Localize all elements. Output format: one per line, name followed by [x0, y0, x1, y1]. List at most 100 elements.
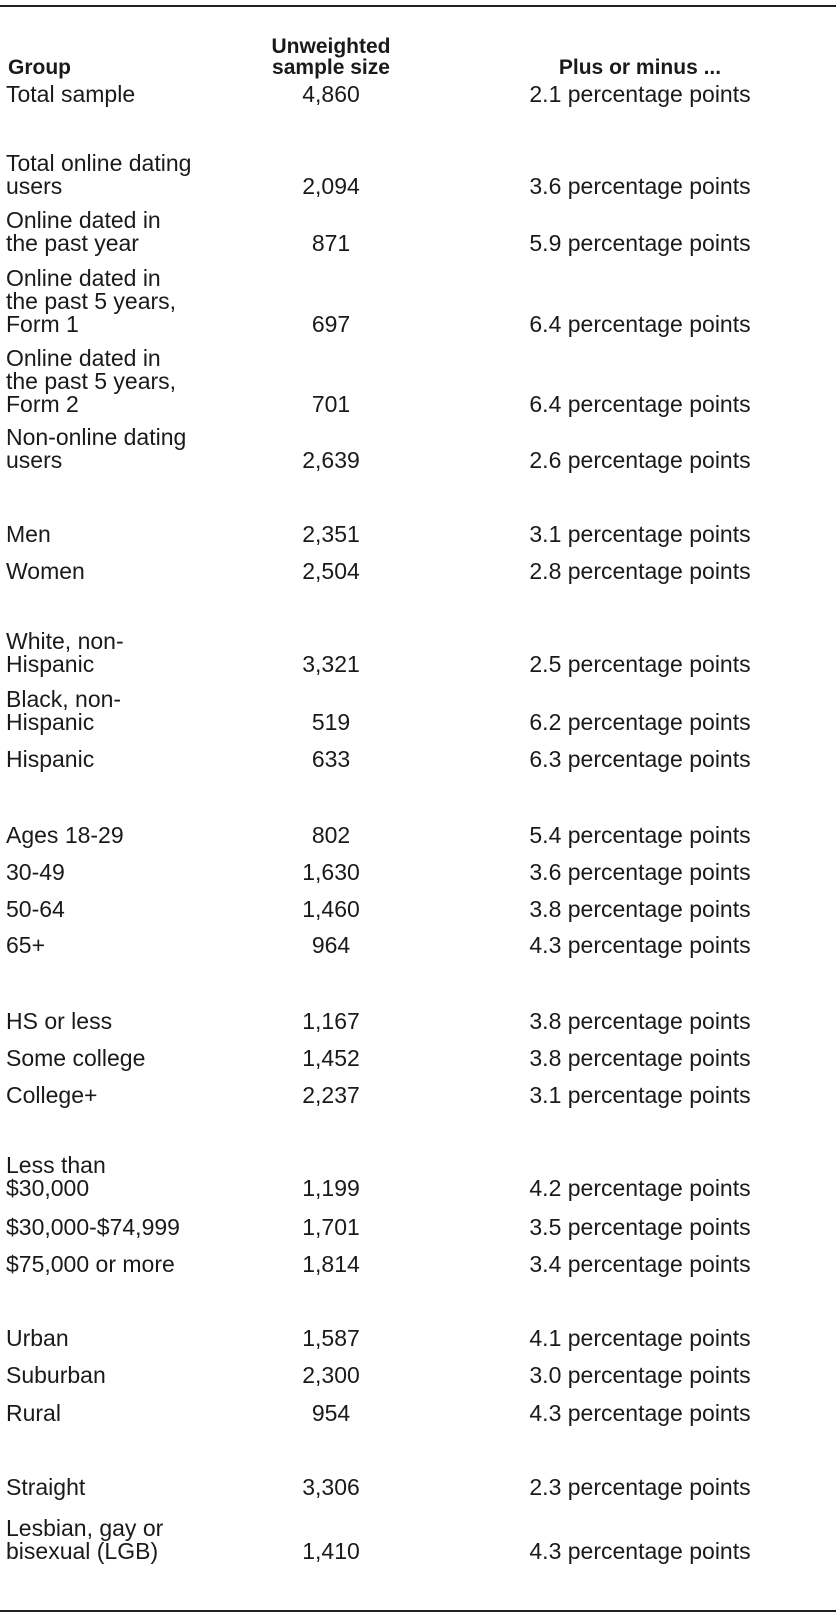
group-cell: Online dated in the past 5 years, Form 1	[6, 265, 177, 337]
moe-cell: 4.2 percentage points	[529, 1175, 751, 1201]
table-row: $30,000-$74,999 1,701 3.5 percentage point…	[0, 1167, 836, 1239]
header-sample-size-label: Unweighted sample size	[271, 35, 391, 79]
sample-size-cell: 2,639	[302, 447, 360, 473]
sample-size-cell: 1,452	[302, 1045, 360, 1071]
sample-size-cell: 2,504	[302, 558, 360, 584]
sample-size-cell: 1,701	[302, 1214, 360, 1240]
header-sample-size: Unweighted sample size	[236, 30, 426, 78]
sample-size-cell: 871	[311, 230, 351, 256]
group-cell: Black, non- Hispanic	[6, 686, 122, 735]
table-row: Online dated in the past 5 years, Form 1…	[0, 264, 836, 336]
moe-cell: 6.4 percentage points	[529, 391, 751, 417]
table-row: Total sample 4,860 2.1 percentage points	[0, 34, 836, 106]
sample-size-cell: 1,460	[302, 896, 360, 922]
group-cell: Non-online dating users	[6, 424, 187, 473]
sample-size-cell: 2,351	[302, 521, 360, 547]
sample-size-cell: 802	[311, 822, 351, 848]
table-row: Urban 1,587 4.1 percentage points	[0, 1278, 836, 1350]
sample-size-cell: 1,199	[302, 1175, 360, 1201]
table-row: HS or less 1,167 3.8 percentage points	[0, 961, 836, 1033]
group-cell: Hispanic	[6, 746, 95, 772]
table-row: Online dated in the past 5 years, Form 2…	[0, 344, 836, 416]
table-row: Some college 1,452 3.8 percentage points	[0, 998, 836, 1070]
moe-cell: 4.1 percentage points	[529, 1325, 751, 1351]
group-cell: Online dated in the past 5 years, Form 2	[6, 345, 177, 417]
sample-size-cell: 701	[311, 391, 351, 417]
group-cell: Straight	[6, 1474, 86, 1500]
sample-size-cell: 633	[311, 746, 351, 772]
moe-cell: 4.3 percentage points	[529, 1538, 751, 1564]
table-row: $75,000 or more 1,814 3.4 percentage point…	[0, 1204, 836, 1276]
table-row: Men 2,351 3.1 percentage points	[0, 474, 836, 546]
header-group-label: Group	[8, 56, 71, 79]
moe-cell: 3.4 percentage points	[529, 1251, 751, 1277]
moe-cell: 2.5 percentage points	[529, 651, 751, 677]
sample-size-cell: 2,237	[302, 1082, 360, 1108]
sample-size-cell: 2,094	[302, 173, 360, 199]
group-cell: College+	[6, 1082, 98, 1108]
moe-cell: 3.8 percentage points	[529, 896, 751, 922]
group-cell: 50-64	[6, 896, 65, 922]
group-cell: $75,000 or more	[6, 1251, 175, 1277]
table-row: Less than $30,000 1,199 4.2 percentage poi…	[0, 1128, 836, 1200]
group-cell: Some college	[6, 1045, 146, 1071]
group-cell: 30-49	[6, 859, 65, 885]
moe-cell: 3.8 percentage points	[529, 1045, 751, 1071]
sample-size-cell: 697	[311, 311, 351, 337]
moe-cell: 3.6 percentage points	[529, 173, 751, 199]
moe-cell: 2.6 percentage points	[529, 447, 751, 473]
table-row: Women 2,504 2.8 percentage points	[0, 511, 836, 583]
sample-size-cell: 1,630	[302, 859, 360, 885]
moe-cell: 6.3 percentage points	[529, 746, 751, 772]
group-cell: Online dated in the past year	[6, 207, 161, 256]
group-cell: Total sample	[6, 81, 136, 107]
sample-size-cell: 1,410	[302, 1538, 360, 1564]
moe-cell: 3.0 percentage points	[529, 1362, 751, 1388]
table-row: Black, non- Hispanic 519 6.2 percentage po…	[0, 662, 836, 734]
table-row: College+ 2,237 3.1 percentage points	[0, 1035, 836, 1107]
moe-cell: 3.1 percentage points	[529, 521, 751, 547]
bottom-rule	[0, 1610, 836, 1612]
group-cell: Total online dating users	[6, 150, 192, 199]
table-row: 50-64 1,460 3.8 percentage points	[0, 849, 836, 921]
moe-cell: 3.5 percentage points	[529, 1214, 751, 1240]
moe-cell: 5.4 percentage points	[529, 822, 751, 848]
table-row: Rural 954 4.3 percentage points	[0, 1353, 836, 1425]
group-cell: HS or less	[6, 1008, 113, 1034]
group-cell: Suburban	[6, 1362, 106, 1388]
sample-size-cell: 954	[311, 1400, 351, 1426]
sample-size-cell: 964	[311, 932, 351, 958]
group-cell: Less than $30,000	[6, 1152, 106, 1201]
sample-size-cell: 519	[311, 709, 351, 735]
moe-cell: 2.3 percentage points	[529, 1474, 751, 1500]
table-row: Lesbian, gay or bisexual (LGB) 1,410 4.3 p…	[0, 1491, 836, 1563]
group-cell: Lesbian, gay or bisexual (LGB)	[6, 1515, 164, 1564]
moe-cell: 2.1 percentage points	[529, 81, 751, 107]
sample-size-cell: 1,167	[302, 1008, 360, 1034]
moe-cell: 6.2 percentage points	[529, 709, 751, 735]
header-moe: Plus or minus ...	[500, 30, 780, 78]
moe-cell: 3.6 percentage points	[529, 859, 751, 885]
group-cell: $30,000-$74,999	[6, 1214, 180, 1240]
moe-cell: 2.8 percentage points	[529, 558, 751, 584]
table-row: Total online dating users 2,094 3.6 percen…	[0, 126, 836, 198]
header-moe-label: Plus or minus ...	[558, 56, 722, 79]
top-rule	[0, 5, 836, 7]
sample-size-cell: 4,860	[302, 81, 360, 107]
table-row: 65+ 964 4.3 percentage points	[0, 885, 836, 957]
group-cell: 65+	[6, 932, 46, 958]
table-row: White, non- Hispanic 3,321 2.5 percentage …	[0, 604, 836, 676]
table-row: Straight 3,306 2.3 percentage points	[0, 1427, 836, 1499]
group-cell: Rural	[6, 1400, 61, 1426]
sample-size-cell: 2,300	[302, 1362, 360, 1388]
group-cell: White, non- Hispanic	[6, 628, 124, 677]
table-row: 30-49 1,630 3.6 percentage points	[0, 812, 836, 884]
group-cell: Ages 18-29	[6, 822, 124, 848]
moe-cell: 4.3 percentage points	[529, 932, 751, 958]
header-group: Group	[8, 30, 228, 78]
table-row: Ages 18-29 802 5.4 percentage points	[0, 775, 836, 847]
moe-cell: 5.9 percentage points	[529, 230, 751, 256]
table-row: Hispanic 633 6.3 percentage points	[0, 699, 836, 771]
table-row: Non-online dating users 2,639 2.6 percenta…	[0, 400, 836, 472]
table-row: Online dated in the past year 871 5.9 perc…	[0, 183, 836, 255]
